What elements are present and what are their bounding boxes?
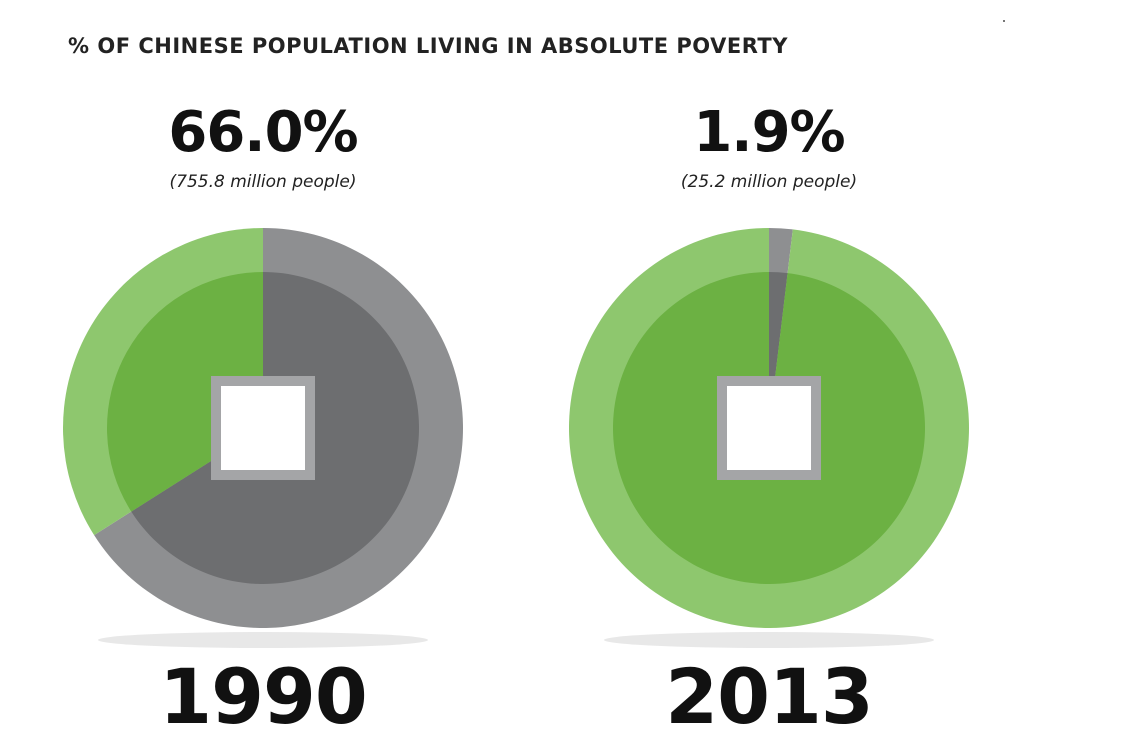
stray-dot — [1003, 20, 1005, 22]
poverty-people-label: (25.2 million people) — [680, 172, 858, 192]
pie-chart-1990 — [63, 228, 463, 648]
chart-panel-2013: 1.9% (25.2 million people) 2013 — [569, 100, 969, 755]
coin-square-hole — [221, 386, 305, 470]
chart-panel-1990: 66.0% (755.8 million people) 1990 — [63, 100, 463, 755]
coin-shadow — [604, 632, 934, 648]
coin-square-hole — [727, 386, 811, 470]
poverty-people-label: (755.8 million people) — [169, 172, 357, 192]
pie-chart-2013 — [569, 228, 969, 648]
year-label: 1990 — [159, 652, 368, 741]
coin-shadow — [98, 632, 428, 648]
poverty-percent-label: 1.9% — [693, 100, 845, 165]
chart-title: % OF CHINESE POPULATION LIVING IN ABSOLU… — [68, 34, 788, 58]
poverty-percent-label: 66.0% — [168, 100, 358, 165]
year-label: 2013 — [665, 652, 874, 741]
